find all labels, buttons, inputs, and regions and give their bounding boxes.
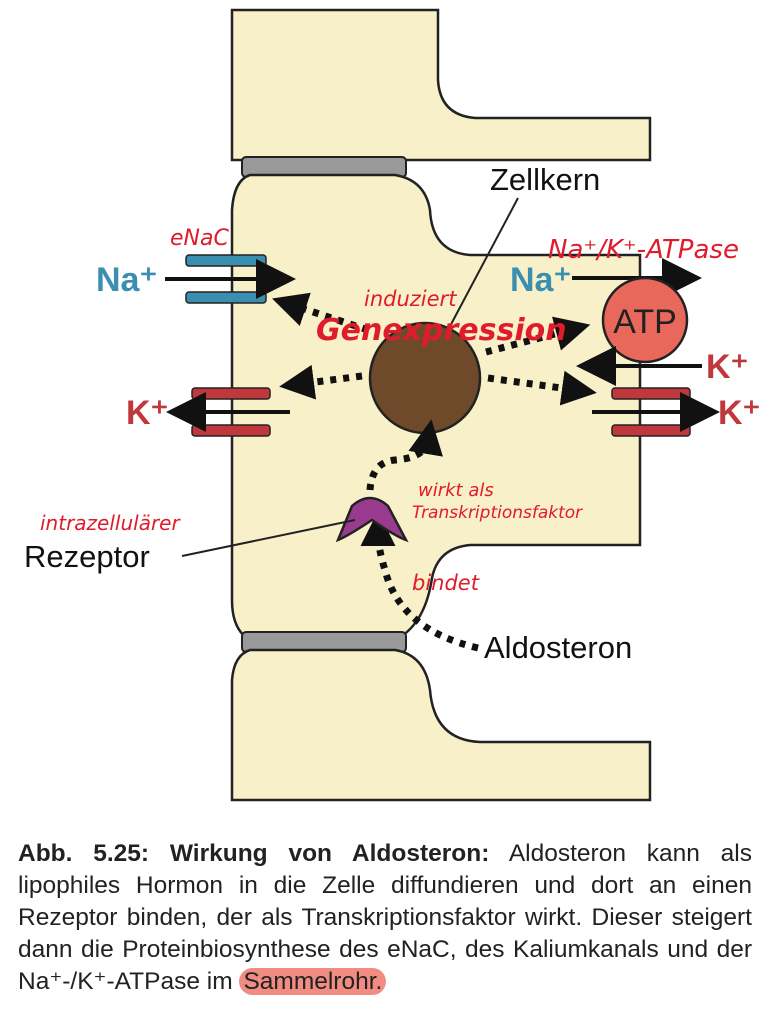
receptor-label: Rezeptor [24,539,150,574]
enac-channel-lower [185,291,267,304]
genexpression-annotation: Genexpression [316,313,567,348]
receptor-protein [335,496,409,543]
receptor-to-nucleus-arrow [366,419,443,491]
k-left-label: K⁺ [126,394,169,432]
upper-neighbor-cell [230,8,652,162]
k-channel-right-lower [611,424,691,437]
effect-arrow-k-left [279,364,363,400]
atp-label: ATP [613,303,677,341]
aldosterone-path-arrow [360,511,479,652]
enac-annotation: eNaC [170,226,229,251]
na-left-label: Na⁺ [96,261,157,299]
na-right-label: Na⁺ [510,261,571,299]
lower-neighbor-cell [230,648,652,802]
bindet-annotation: bindet [412,571,480,595]
atpase-annotation: Na⁺/K⁺-ATPase [548,235,739,265]
caption-title: Abb. 5.25: Wirkung von Aldosteron: [18,840,490,867]
nucleus-pointer [447,197,519,331]
induziert-annotation: induziert [364,287,457,311]
intrazellulaer-annotation: intrazellulärer [40,511,181,535]
wirkt-als-annotation: wirkt als [418,480,494,501]
k-right-out-label: K⁺ [718,394,761,432]
k-channel-left-lower [191,424,271,437]
nucleus-label: Zellkern [490,162,600,197]
enac-channel-upper [185,254,267,267]
caption-highlight: Sammelrohr. [239,968,387,995]
k-channel-left-upper [191,387,271,400]
effect-arrow-enac [272,292,370,334]
effect-arrow-k-right [487,370,597,406]
figure-caption: Abb. 5.25: Wirkung von Aldosteron: Aldos… [18,838,752,998]
aldosterone-diagram: Na⁺ K⁺ Na⁺ ATP K⁺ K⁺ Zellkern Rezeptor A… [24,8,761,802]
k-right-in-label: K⁺ [706,348,749,386]
effect-arrow-atpase [485,316,591,356]
transkriptionsfaktor-annotation: Transkriptionsfaktor [412,503,583,523]
atpase-pump [601,276,689,364]
caption-text: Aldosteron kann als lipophiles Hormon in… [18,840,752,995]
gene-expression-arrows [272,292,597,652]
k-channel-right-upper [611,387,691,400]
receptor-pointer [181,519,356,557]
aldosterone-label: Aldosteron [484,630,632,665]
